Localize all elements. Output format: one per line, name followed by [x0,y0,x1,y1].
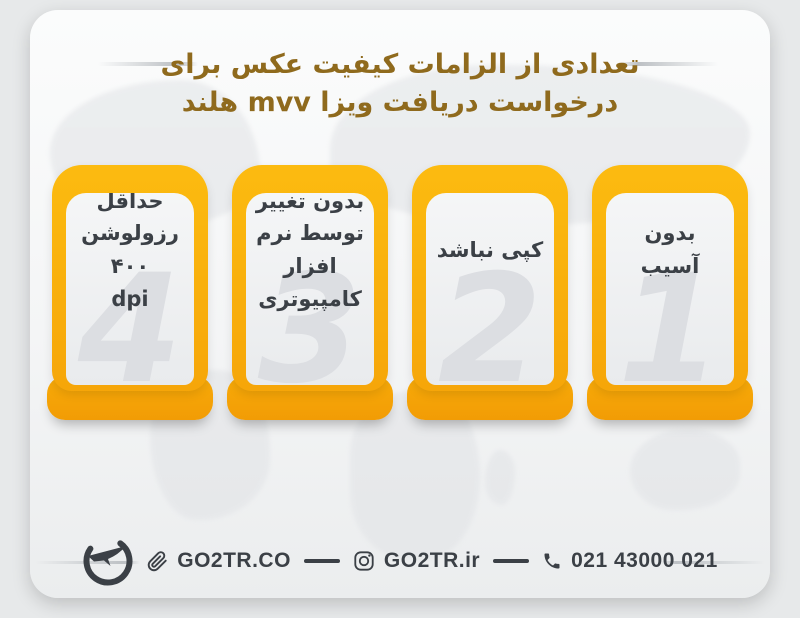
requirement-card-4: 4 حداقل رزولوشن ۴۰۰ dpi [47,165,213,420]
phone-item: 021 43000 021 [542,549,718,573]
separator-dash [493,559,530,563]
card-label: کپی نباشد [436,237,544,262]
page-title: تعدادی از الزامات کیفیت عکس برای درخواست… [30,46,770,122]
card-label: بدون آسیب [640,221,700,278]
footer: GO2TR.CO GO2TR.ir [30,531,770,591]
card-panel: 1 بدون آسیب [606,193,734,385]
card-panel: 2 کپی نباشد [426,193,554,385]
instagram-icon [353,550,375,572]
card-panel: 4 حداقل رزولوشن ۴۰۰ dpi [66,193,194,385]
website-link[interactable]: GO2TR.CO [177,549,291,572]
go2tr-logo-icon [82,535,134,587]
card-panel: 3 بدون تغییر توسط نرم افزار کامپیوتری [246,193,374,385]
phone-number[interactable]: 021 43000 021 [571,549,718,572]
requirement-card-3: 3 بدون تغییر توسط نرم افزار کامپیوتری [227,165,393,420]
website-item: GO2TR.CO [147,549,291,573]
title-line-1: تعدادی از الزامات کیفیت عکس برای [160,49,640,80]
requirement-card-2: 2 کپی نباشد [407,165,573,420]
card-label: بدون تغییر توسط نرم افزار کامپیوتری [255,193,365,311]
card-label: حداقل رزولوشن ۴۰۰ dpi [81,193,179,311]
separator-dash [303,559,340,563]
map-shape [630,430,740,510]
map-shape [485,450,515,505]
instagram-link[interactable]: GO2TR.ir [383,549,481,572]
instagram-item: GO2TR.ir [353,549,480,573]
card-number: 1 [617,243,723,385]
requirements-row: 1 بدون آسیب 2 کپی نباشد 3 بدون تغییر توس… [30,165,770,420]
requirement-card-1: 1 بدون آسیب [587,165,753,420]
card-number: 2 [437,243,543,385]
phone-icon [542,551,562,571]
footer-decorative-line-right [660,561,765,564]
card-number: 4 [77,243,183,385]
title-line-2: درخواست دریافت ویزا mvv هلند [181,87,619,118]
title-decorative-line-right [618,62,718,66]
title-decorative-line-left [98,62,198,66]
main-panel: تعدادی از الزامات کیفیت عکس برای درخواست… [30,10,770,598]
card-number: 3 [257,243,363,385]
link-icon [147,550,168,572]
